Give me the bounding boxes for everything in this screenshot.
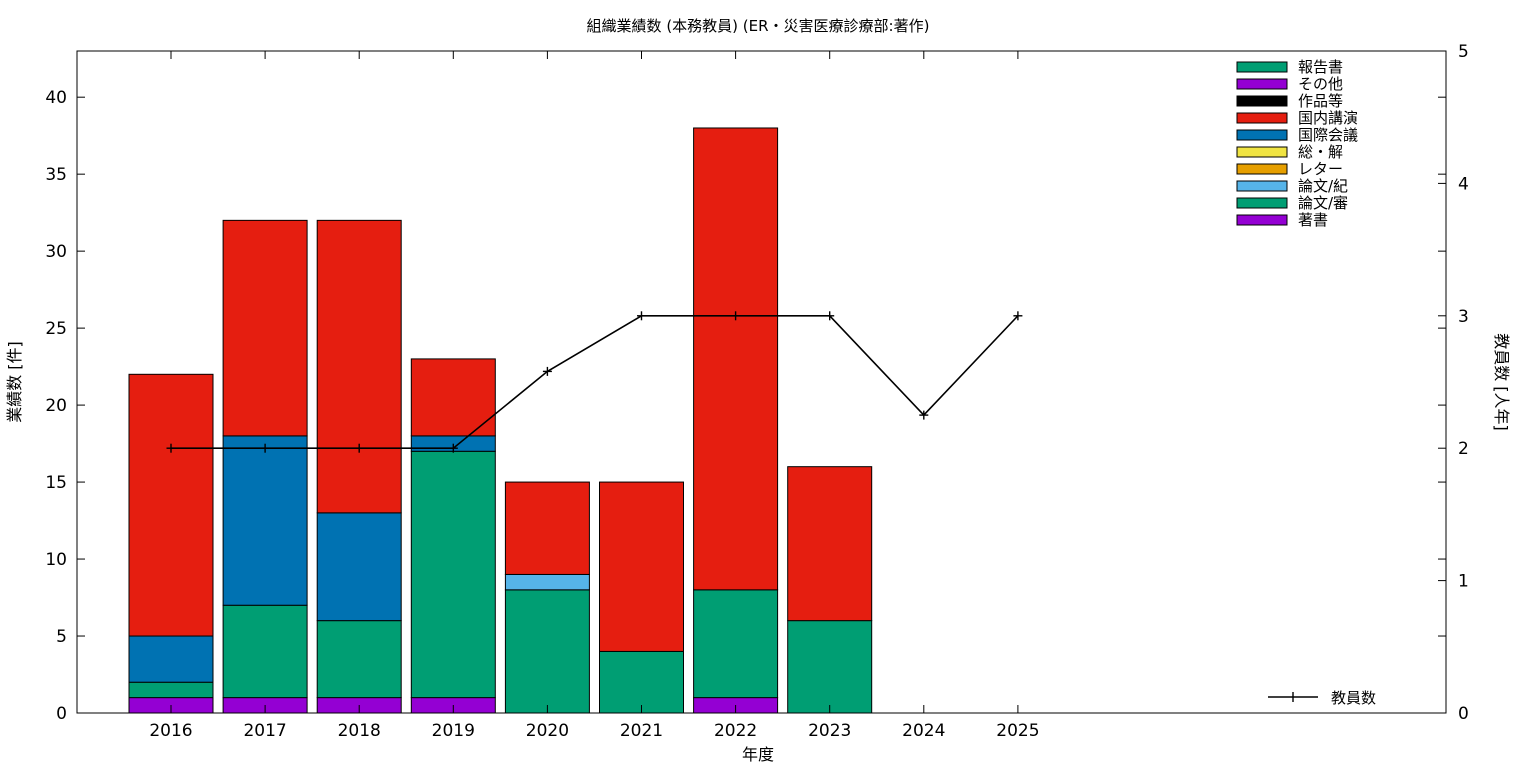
x-axis-label: 年度	[742, 745, 774, 764]
bar-2019-series-1	[410, 450, 496, 699]
legend-label-5: 総・解	[1298, 143, 1343, 161]
legend-swatch-8	[1236, 197, 1288, 209]
y2-tick-label-3: 3	[1458, 307, 1469, 327]
line-point-2023	[825, 311, 835, 321]
y2-tick-label-1: 1	[1458, 572, 1469, 592]
legend-item-0: 報告書	[1236, 58, 1343, 76]
bar-2018-series-5	[316, 512, 402, 622]
legend-item-line: 教員数	[1268, 689, 1376, 707]
bar-2017-series-6	[222, 219, 308, 437]
bar-2018-series-1	[316, 620, 402, 699]
legend-item-2: 作品等	[1236, 92, 1343, 110]
x-tick-label-2025: 2025	[996, 721, 1039, 741]
x-tick-label-2018: 2018	[338, 721, 381, 741]
y-tick-label-25: 25	[45, 319, 67, 339]
bar-2017-series-5	[222, 435, 308, 606]
y-tick-label-20: 20	[45, 396, 67, 416]
bar-2023-series-1	[787, 620, 873, 714]
bar-2021-series-1	[599, 650, 684, 714]
x-tick-label-2022: 2022	[714, 721, 757, 741]
x-tick-label-2021: 2021	[620, 721, 663, 741]
legend-item-7: 論文/紀	[1236, 177, 1348, 195]
y2-tick-label-4: 4	[1458, 174, 1469, 194]
legend-label-9: 著書	[1298, 211, 1328, 229]
legend-label-3: 国内講演	[1298, 109, 1358, 127]
legend-label-1: その他	[1298, 75, 1343, 93]
legend-swatch-3	[1236, 112, 1288, 124]
legend-item-9: 著書	[1236, 211, 1328, 229]
x-tick-label-2024: 2024	[902, 721, 945, 741]
legend-label-7: 論文/紀	[1298, 177, 1348, 195]
legend-label-0: 報告書	[1298, 58, 1343, 76]
y2-tick-label-0: 0	[1458, 704, 1469, 724]
legend-swatch-2	[1236, 95, 1288, 107]
y-axis-label: 業績数 [件]	[5, 341, 24, 423]
line-faculty-count	[171, 314, 1019, 450]
y-tick-label-40: 40	[45, 88, 67, 108]
bar-2016-series-1	[128, 681, 214, 699]
bar-2018-series-6	[316, 219, 402, 514]
line-point-2021	[637, 311, 646, 321]
y-tick-label-5: 5	[56, 627, 67, 647]
x-tick-label-2019: 2019	[432, 721, 475, 741]
legend-swatch-6	[1236, 163, 1288, 175]
bar-2020-series-2	[504, 573, 590, 591]
bars-layer	[128, 127, 873, 714]
line-point-2025	[1013, 311, 1023, 321]
legend-label-line: 教員数	[1331, 689, 1376, 707]
y-tick-label-15: 15	[45, 473, 67, 493]
legend-item-3: 国内講演	[1236, 109, 1358, 127]
legend-swatch-9	[1236, 214, 1288, 226]
line-point-2024	[919, 410, 929, 420]
line-point-2022	[731, 311, 741, 321]
y2-axis-label: 教員数 [人年]	[1492, 333, 1511, 431]
line-layer	[166, 311, 1023, 453]
y-tick-label-30: 30	[45, 242, 67, 262]
bar-2016-series-6	[128, 373, 214, 637]
bar-2023-series-6	[787, 466, 873, 622]
x-tick-label-2020: 2020	[526, 721, 569, 741]
plot-frame	[76, 50, 1447, 714]
legend-label-4: 国際会議	[1298, 126, 1358, 144]
y2-tick-label-2: 2	[1458, 439, 1469, 459]
legend-label-6: レター	[1298, 160, 1343, 178]
bar-2021-series-6	[599, 481, 684, 652]
x-tick-label-2016: 2016	[149, 721, 192, 741]
legend-swatch-4	[1236, 129, 1288, 141]
legend-label-2: 作品等	[1298, 92, 1343, 110]
legend-swatch-7	[1236, 180, 1288, 192]
bar-2022-series-6	[693, 127, 779, 591]
y-tick-label-35: 35	[45, 165, 67, 185]
y-tick-label-0: 0	[56, 704, 67, 724]
chart-title: 組織業績数 (本務教員) (ER・災害医療診療部:著作)	[587, 17, 930, 35]
x-tick-label-2023: 2023	[808, 721, 851, 741]
legend-item-6: レター	[1236, 160, 1343, 178]
bar-2019-series-6	[410, 358, 496, 437]
line-point-2018	[354, 443, 364, 453]
legend-item-5: 総・解	[1236, 143, 1343, 161]
line-point-2019	[448, 443, 458, 453]
line-point-2016	[166, 443, 176, 453]
legend-item-4: 国際会議	[1236, 126, 1358, 144]
line-point-2020	[542, 366, 552, 376]
legend-swatch-1	[1236, 78, 1288, 90]
legend-swatch-0	[1236, 61, 1288, 73]
legend-item-1: その他	[1236, 75, 1343, 93]
legend-label-8: 論文/審	[1298, 194, 1348, 212]
bar-2020-series-1	[504, 589, 590, 714]
y-tick-label-10: 10	[45, 550, 67, 570]
bar-2017-series-1	[222, 604, 308, 699]
y2-tick-label-5: 5	[1458, 42, 1469, 62]
x-tick-label-2017: 2017	[243, 721, 286, 741]
bar-2020-series-6	[504, 481, 590, 575]
legend-swatch-5	[1236, 146, 1288, 158]
bar-2022-series-1	[693, 589, 779, 699]
legend-item-8: 論文/審	[1236, 194, 1348, 212]
line-point-2017	[260, 443, 270, 453]
bar-2016-series-5	[128, 635, 214, 683]
